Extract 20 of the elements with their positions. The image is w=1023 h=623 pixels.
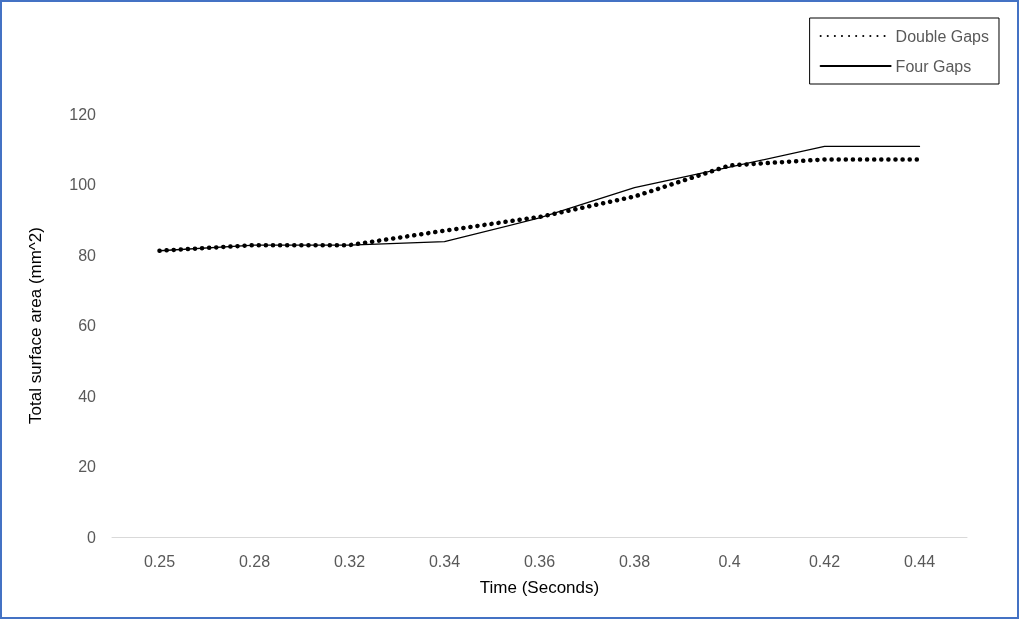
legend-label: Four Gaps	[895, 57, 972, 75]
x-tick-label: 0.28	[238, 552, 271, 570]
x-tick-label: 0.25	[143, 552, 176, 570]
x-tick-label: 0.32	[333, 552, 366, 570]
y-tick-label: 0	[87, 528, 97, 546]
x-tick-label: 0.42	[808, 552, 841, 570]
y-tick-label: 60	[78, 317, 97, 334]
y-tick-label: 40	[78, 387, 97, 405]
x-tick-label: 0.44	[903, 552, 936, 570]
y-tick-label: 80	[78, 246, 97, 264]
x-tick-label: 0.34	[428, 552, 461, 570]
x-tick-label: 0.36	[523, 552, 556, 570]
legend-label: Double Gaps	[895, 27, 989, 45]
x-axis-title: Time (Seconds)	[479, 578, 600, 597]
x-tick-label: 0.38	[618, 552, 651, 570]
x-tick-label: 0.4	[718, 552, 741, 570]
y-tick-label: 20	[78, 458, 97, 475]
y-axis-title: Total surface area (mm^2)	[26, 227, 45, 424]
y-tick-label: 100	[69, 176, 97, 193]
y-tick-label: 120	[69, 105, 97, 123]
